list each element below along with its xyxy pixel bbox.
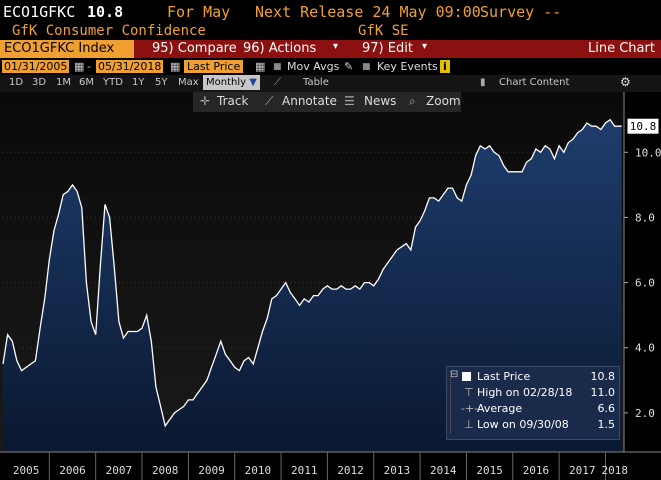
y-tick-label: 2.0	[635, 407, 655, 420]
calendar-icon[interactable]: ▦	[255, 60, 266, 73]
x-tick-label: 2017	[569, 464, 596, 477]
x-tick-label: 2015	[476, 464, 503, 477]
period-label: Monthly	[206, 77, 247, 88]
x-tick-label: 2013	[384, 464, 411, 477]
chevron-down-icon[interactable]: ▾	[333, 41, 339, 52]
average-marker-icon: -+-	[461, 402, 479, 415]
compare-menu[interactable]: 95) Compare	[152, 41, 237, 56]
series-line	[2, 118, 622, 428]
x-tick-label: 2008	[152, 464, 179, 477]
y-tick-label: 10.0	[635, 146, 661, 159]
mov-avgs-toggle[interactable]: Mov Avgs	[287, 60, 340, 73]
chart-content-button[interactable]: Chart Content	[499, 77, 570, 88]
last-price-swatch-icon	[462, 372, 471, 381]
x-tick-label: 2010	[245, 464, 272, 477]
ticker: ECO1GFKC	[3, 3, 76, 21]
y-axis: 2.0 4.0 6.0 8.0 10.0	[623, 92, 661, 452]
last-value-box	[626, 117, 660, 135]
x-tick-label: 2011	[291, 464, 318, 477]
zoom-icon[interactable]: ⌕	[409, 94, 416, 108]
last-value-label: 10.8	[626, 117, 660, 135]
legend-last-price-value: 10.8	[590, 370, 616, 383]
legend-high-value: 11.0	[590, 386, 616, 399]
annotate-icon[interactable]: ⟋	[265, 94, 274, 108]
chevron-down-icon[interactable]: ▾	[422, 41, 428, 52]
for-period: For May	[167, 3, 231, 21]
range-1y[interactable]: 1Y	[132, 77, 145, 88]
current-value: 10.8	[87, 3, 124, 21]
indicator-name: GfK Consumer Confidence	[12, 23, 206, 39]
legend-average-label: Average	[477, 402, 523, 415]
controls-bar: 01/31/2005 ▦ - 05/31/2018 ▦ Last Price ▦…	[0, 58, 661, 75]
x-tick-label: 2014	[430, 464, 457, 477]
y-tick-label: 6.0	[635, 277, 655, 290]
period-select[interactable]: Monthly ▼	[203, 75, 260, 90]
legend-low-value: 1.5	[597, 418, 616, 431]
crosshair-icon[interactable]: ✛	[200, 94, 211, 108]
start-date-input[interactable]: 01/31/2005	[2, 60, 70, 73]
legend-last-price-label: Last Price	[477, 370, 531, 383]
legend-high-label: High on 02/28/18	[477, 386, 573, 399]
range-ytd[interactable]: YTD	[103, 77, 123, 88]
zoom-button[interactable]: Zoom	[426, 94, 461, 108]
menu-bar: ECO1GFKC Index 95) Compare 96) Actions ▾…	[0, 40, 661, 58]
annotate-button[interactable]: Annotate	[282, 94, 337, 108]
range-3d[interactable]: 3D	[32, 77, 47, 88]
track-button[interactable]: Track	[217, 94, 249, 108]
calendar-icon[interactable]: ▦	[74, 60, 85, 73]
chart-toolbar: ✛ Track ⟋ Annotate ☰ News ⌕ Zoom	[193, 92, 461, 112]
checkbox-icon[interactable]: ■	[362, 62, 371, 72]
last-price-select[interactable]: Last Price	[184, 60, 244, 73]
low-marker-icon: ⊥	[464, 418, 474, 431]
x-tick-label: 2009	[198, 464, 225, 477]
range-1m[interactable]: 1M	[56, 77, 71, 88]
gear-icon[interactable]: ⚙	[620, 75, 631, 89]
x-tick-label: 2018	[601, 464, 628, 477]
x-tick-label: 2012	[337, 464, 364, 477]
x-tick-label: 2006	[59, 464, 86, 477]
range-6m[interactable]: 6M	[79, 77, 94, 88]
end-date-input[interactable]: 05/31/2018	[96, 60, 164, 73]
legend-average-value: 6.6	[597, 402, 616, 415]
chart-icon[interactable]: ▮	[480, 77, 486, 88]
x-tick-label: 2007	[106, 464, 133, 477]
news-icon[interactable]: ☰	[344, 94, 355, 108]
legend-box: ⊟ Last Price 10.8 ⊤ High on 02/28/18 11.…	[446, 366, 620, 440]
x-tick-label: 2016	[523, 464, 550, 477]
info-icon[interactable]: i	[440, 60, 450, 73]
y-tick-label: 4.0	[635, 342, 655, 355]
y-tick-label: 8.0	[635, 211, 655, 224]
key-events-toggle[interactable]: Key Events	[377, 60, 438, 73]
survey: Survey --	[480, 3, 562, 21]
pencil-icon[interactable]: ✎	[344, 60, 354, 73]
next-release: Next Release 24 May 09:00	[255, 3, 481, 21]
range-bar: 1D 3D 1M 6M YTD 1Y 5Y Max Monthly ▼ ⟋ Ta…	[0, 75, 661, 92]
legend-low-label: Low on 09/30/08	[477, 418, 569, 431]
checkbox-icon[interactable]: ■	[273, 62, 282, 72]
edit-menu[interactable]: 97) Edit	[362, 41, 413, 56]
x-axis: 2005 2006 2007 2008 2009 2010 2011 2012 2013 2014…	[0, 451, 661, 480]
range-1d[interactable]: 1D	[9, 77, 24, 88]
x-tick-label: 2005	[13, 464, 40, 477]
collapse-icon[interactable]: ⊟	[450, 369, 459, 380]
chart-type-label[interactable]: Line Chart	[588, 41, 655, 56]
news-button[interactable]: News	[364, 94, 397, 108]
subheader-bar: GfK Consumer Confidence GfK SE	[0, 22, 661, 40]
indicator-source: GfK SE	[358, 23, 409, 39]
chevron-down-icon: ▼	[249, 77, 257, 88]
legend-divider	[450, 371, 452, 433]
range-5y[interactable]: 5Y	[155, 77, 168, 88]
index-field[interactable]: ECO1GFKC Index	[0, 40, 134, 58]
last-value-text: 10.8	[630, 120, 657, 133]
date-separator: -	[87, 60, 91, 73]
high-marker-icon: ⊤	[464, 386, 474, 399]
table-button[interactable]: Table	[303, 77, 329, 88]
range-max[interactable]: Max	[178, 77, 199, 88]
line-chart-icon[interactable]: ⟋	[274, 77, 281, 88]
calendar-icon[interactable]: ▦	[170, 60, 181, 73]
actions-menu[interactable]: 96) Actions	[243, 41, 317, 56]
header-bar: ECO1GFKC 10.8 For May Next Release 24 Ma…	[0, 0, 661, 22]
